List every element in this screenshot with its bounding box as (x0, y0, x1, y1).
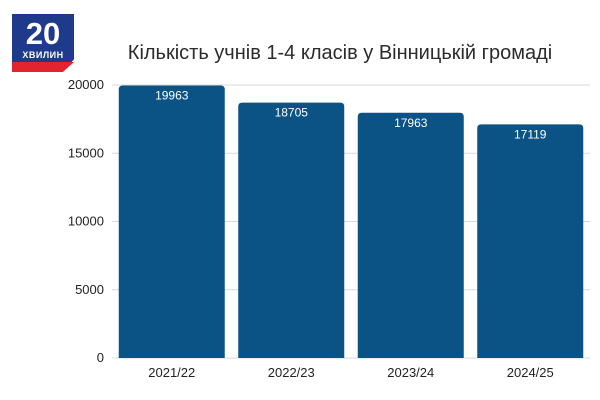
y-tick-label: 5000 (75, 282, 104, 297)
bar-2023-24 (357, 112, 464, 358)
logo-word: ХВИЛИН (22, 50, 64, 60)
y-tick-label: 15000 (68, 145, 104, 160)
bars (118, 85, 584, 358)
x-tick-label: 2023/24 (387, 365, 434, 380)
bar-2021-22 (118, 85, 225, 358)
y-tick-label: 10000 (68, 214, 104, 229)
bar-2024-25 (477, 124, 584, 358)
chart-title: Кількість учнів 1-4 класів у Вінницькій … (127, 42, 553, 64)
data-labels: 19963 18705 17963 17119 (155, 89, 547, 142)
data-label: 18705 (275, 106, 309, 120)
x-tick-label: 2024/25 (507, 365, 554, 380)
logo-red-stripe (12, 62, 74, 72)
brand-logo: 20 ХВИЛИН (12, 14, 74, 72)
x-tick-label: 2021/22 (148, 365, 195, 380)
y-axis-ticks: 0 5000 10000 15000 20000 (68, 77, 104, 365)
x-axis-ticks: 2021/22 2022/23 2023/24 2024/25 (148, 365, 554, 380)
logo-number: 20 (25, 16, 61, 51)
data-label: 19963 (155, 89, 189, 103)
x-tick-label: 2022/23 (268, 365, 315, 380)
data-label: 17119 (514, 127, 547, 141)
y-tick-label: 0 (97, 350, 104, 365)
bar-2022-23 (238, 102, 345, 358)
y-tick-label: 20000 (68, 77, 104, 92)
data-label: 17963 (394, 116, 428, 130)
